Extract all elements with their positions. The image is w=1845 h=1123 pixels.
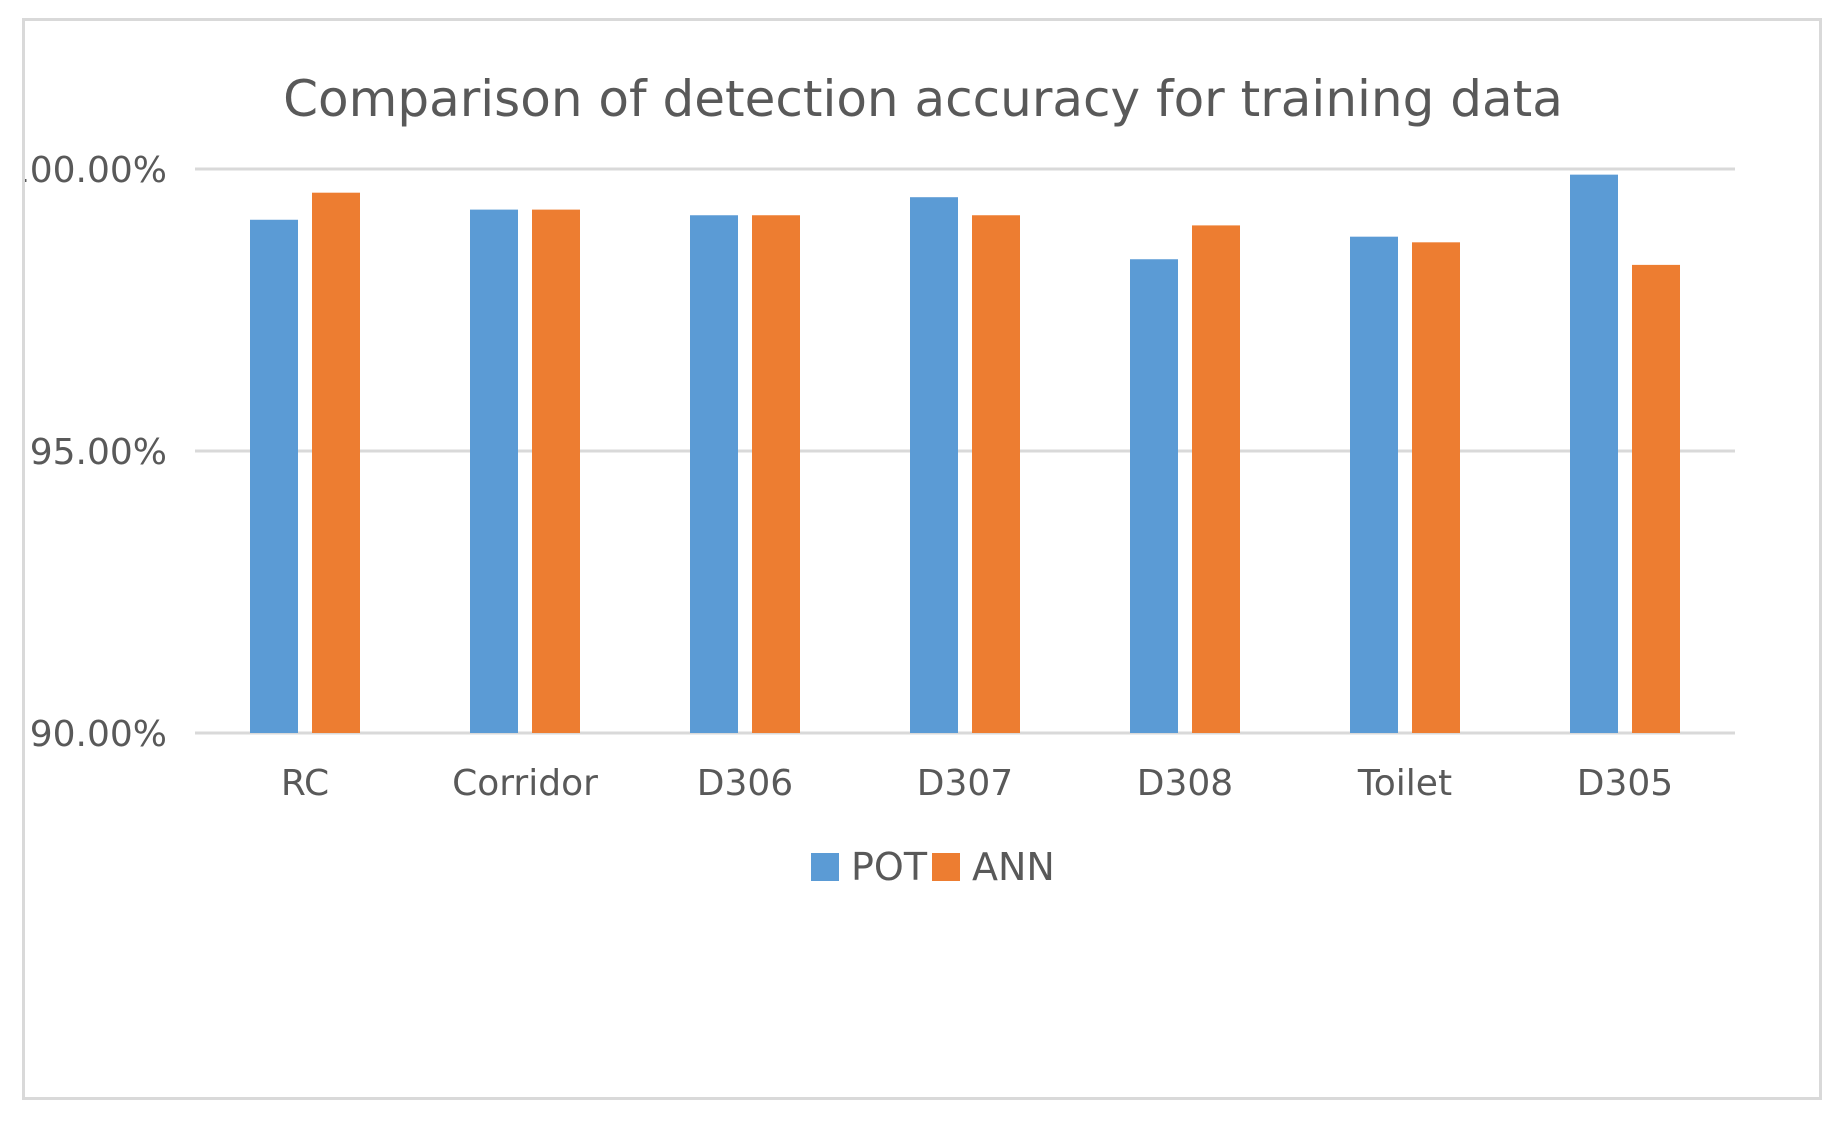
bars (250, 174, 1680, 734)
bar-pot-toilet (1350, 236, 1398, 733)
bar-pot-d308 (1130, 259, 1178, 733)
x-tick-label: D306 (697, 763, 793, 804)
legend-label-pot: POT (851, 845, 928, 889)
bar-ann-d308 (1192, 225, 1240, 733)
bar-ann-corridor (532, 209, 580, 733)
legend: POT ANN (811, 845, 1055, 889)
y-tick-label: 100.00% (25, 150, 167, 191)
x-tick-label: D308 (1137, 763, 1233, 804)
bar-ann-toilet (1412, 242, 1460, 733)
chart-frame: Comparison of detection accuracy for tra… (22, 18, 1822, 1100)
bar-pot-d306 (690, 215, 738, 734)
gridlines (195, 167, 1735, 735)
x-tick-label: D307 (917, 763, 1013, 804)
bar-ann-d306 (752, 215, 800, 734)
x-tick-label: Corridor (452, 763, 598, 804)
bar-pot-d307 (910, 197, 958, 733)
legend-swatch-pot (811, 853, 839, 881)
x-axis-ticks: RC Corridor D306 D307 D308 Toilet D305 (281, 763, 1673, 804)
bar-ann-d307 (972, 215, 1020, 734)
legend-swatch-ann (932, 853, 960, 881)
chart-title: Comparison of detection accuracy for tra… (283, 70, 1563, 128)
y-tick-label: 95.00% (30, 432, 167, 473)
y-tick-label: 90.00% (30, 714, 167, 755)
x-tick-label: RC (281, 763, 329, 804)
bar-ann-rc (312, 192, 360, 734)
x-tick-label: Toilet (1357, 763, 1452, 804)
legend-label-ann: ANN (972, 845, 1055, 889)
bar-pot-rc (250, 219, 298, 733)
bar-pot-d305 (1570, 174, 1618, 733)
bar-ann-d305 (1632, 264, 1680, 733)
y-axis-ticks: 90.00% 95.00% 100.00% (25, 150, 167, 755)
chart: Comparison of detection accuracy for tra… (25, 70, 1735, 889)
bar-pot-corridor (470, 209, 518, 733)
x-tick-label: D305 (1577, 763, 1673, 804)
